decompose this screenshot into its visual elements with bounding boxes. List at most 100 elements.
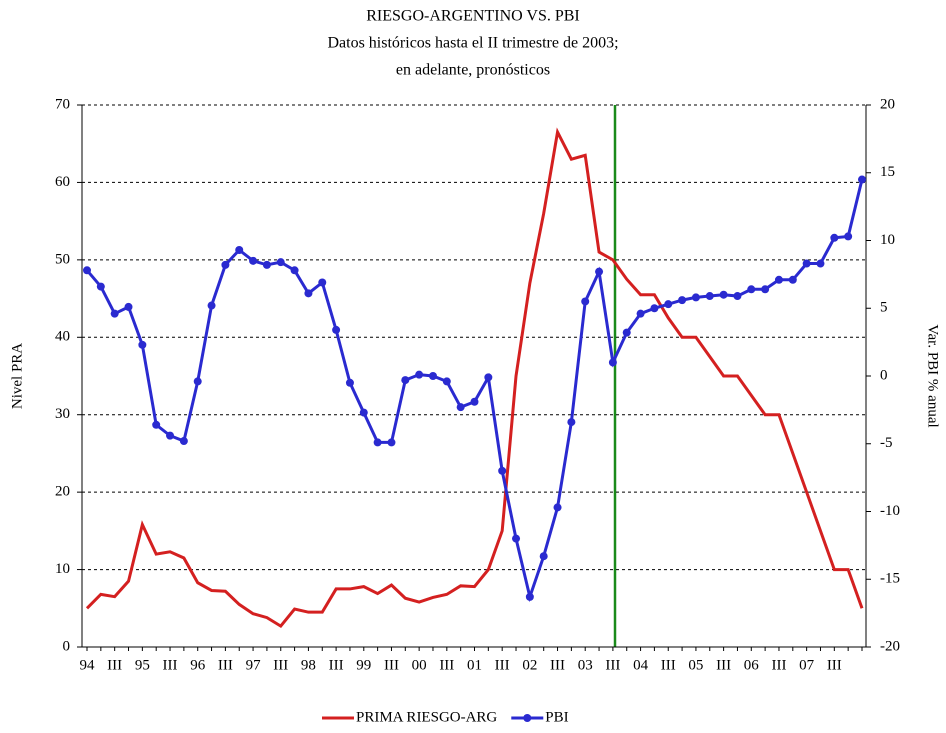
series-marker xyxy=(110,309,119,318)
y-tick-label: 70 xyxy=(55,96,70,112)
x-tick-label: III xyxy=(495,657,510,673)
chart-subtitle: Datos históricos hasta el II trimestre d… xyxy=(327,35,618,52)
x-tick-label: III xyxy=(384,657,399,673)
series-marker xyxy=(83,266,91,275)
series-marker xyxy=(816,259,825,268)
series-marker xyxy=(359,408,368,417)
y2-tick-label: -20 xyxy=(880,638,900,654)
y2-tick-label: -10 xyxy=(880,503,900,519)
series-marker xyxy=(290,266,299,275)
x-tick-label: III xyxy=(218,657,233,673)
x-tick-label: 04 xyxy=(633,657,649,673)
series-marker xyxy=(276,258,285,267)
series-marker xyxy=(152,420,161,429)
x-tick-label: III xyxy=(716,657,731,673)
chart-title: RIESGO-ARGENTINO VS. PBI xyxy=(366,8,580,25)
series-marker xyxy=(318,278,327,287)
x-tick-label: 99 xyxy=(356,657,371,673)
x-tick-label: III xyxy=(273,657,288,673)
x-tick-label: 95 xyxy=(135,657,150,673)
series-marker xyxy=(539,552,548,561)
series-marker xyxy=(512,534,521,543)
series-marker xyxy=(401,376,410,385)
series-marker xyxy=(484,373,493,382)
x-tick-label: III xyxy=(605,657,620,673)
x-tick-label: III xyxy=(163,657,178,673)
x-tick-label: III xyxy=(439,657,454,673)
x-tick-label: 94 xyxy=(80,657,96,673)
series-marker xyxy=(262,260,271,269)
x-tick-label: III xyxy=(827,657,842,673)
series-marker xyxy=(442,377,451,386)
series-marker xyxy=(747,285,756,294)
x-tick-label: 00 xyxy=(412,657,427,673)
series-marker xyxy=(595,267,604,276)
series-marker xyxy=(788,275,797,284)
x-tick-label: 03 xyxy=(578,657,593,673)
x-tick-label: III xyxy=(107,657,122,673)
y-tick-label: 20 xyxy=(55,484,70,500)
series-marker xyxy=(622,328,631,337)
series-marker xyxy=(802,259,811,268)
series-marker xyxy=(221,260,230,269)
series-marker xyxy=(345,378,354,387)
y2-tick-label: 10 xyxy=(880,232,895,248)
series-line xyxy=(85,127,864,629)
y2-tick-label: -15 xyxy=(880,571,900,587)
series-marker xyxy=(179,437,188,446)
series-marker xyxy=(304,289,313,298)
y-tick-label: 60 xyxy=(55,174,70,190)
series-marker xyxy=(235,245,244,254)
series-marker xyxy=(691,293,700,302)
y2-tick-label: 20 xyxy=(880,96,895,112)
series-marker xyxy=(830,233,839,242)
y-tick-label: 10 xyxy=(55,561,70,577)
series-marker xyxy=(664,300,673,309)
series-marker xyxy=(553,503,562,512)
y-tick-label: 40 xyxy=(55,329,70,345)
series-marker xyxy=(636,309,645,318)
y2-tick-label: 5 xyxy=(880,300,888,316)
y2-axis-label: Var. PBI % anual xyxy=(925,324,941,427)
legend-label: PRIMA RIESGO-ARG xyxy=(356,709,497,725)
series-marker xyxy=(387,438,396,447)
x-tick-label: 96 xyxy=(190,657,206,673)
series-marker xyxy=(498,466,507,475)
series-marker xyxy=(525,592,534,601)
y-tick-label: 0 xyxy=(63,638,71,654)
x-tick-label: 07 xyxy=(799,657,815,673)
x-tick-label: 01 xyxy=(467,657,482,673)
legend-label: PBI xyxy=(545,709,568,725)
series-marker xyxy=(249,256,258,265)
x-tick-label: III xyxy=(329,657,344,673)
chart-subtitle: en adelante, pronósticos xyxy=(396,62,550,79)
series-marker xyxy=(650,304,659,313)
y2-tick-label: 0 xyxy=(880,367,888,383)
x-tick-label: 98 xyxy=(301,657,316,673)
x-tick-label: 06 xyxy=(744,657,760,673)
series-marker xyxy=(858,175,866,184)
series-marker xyxy=(373,438,382,447)
series-marker xyxy=(608,358,617,367)
series-marker xyxy=(844,232,853,241)
y-tick-label: 50 xyxy=(55,251,70,267)
series-marker xyxy=(678,296,687,305)
x-tick-label: 05 xyxy=(688,657,703,673)
legend-marker xyxy=(523,714,532,722)
series-marker xyxy=(138,340,147,349)
y-axis-label: Nivel PRA xyxy=(9,343,25,409)
series-marker xyxy=(733,292,742,301)
series-marker xyxy=(581,297,590,306)
series-marker xyxy=(705,292,714,301)
series-marker xyxy=(428,372,437,380)
y-tick-label: 30 xyxy=(55,406,70,422)
series-marker xyxy=(774,275,783,284)
series-marker xyxy=(193,377,202,386)
series-marker xyxy=(124,302,133,311)
series-marker xyxy=(166,431,175,440)
x-tick-label: 97 xyxy=(246,657,262,673)
y2-tick-label: -5 xyxy=(880,435,893,451)
series-marker xyxy=(332,325,341,334)
series-marker xyxy=(456,403,465,412)
series-marker xyxy=(761,285,770,294)
